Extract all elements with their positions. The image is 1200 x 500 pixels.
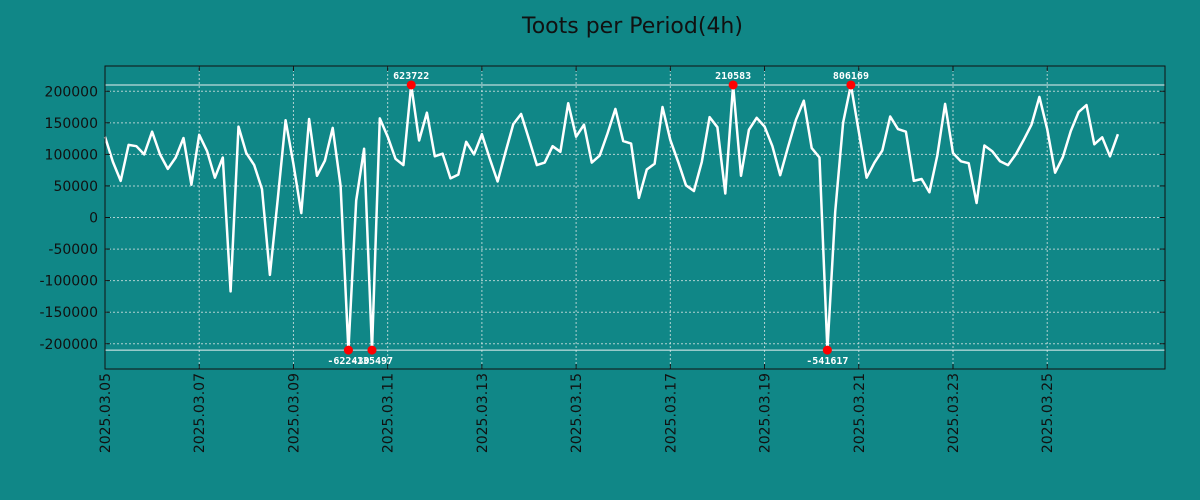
x-tick-label: 2025.03.13	[475, 373, 491, 453]
x-axis: 2025.03.05 2025.03.07 2025.03.09 2025.03.11…	[98, 66, 1056, 453]
annotation-label: -622430	[327, 356, 369, 367]
annotation-label: -135497	[351, 356, 393, 367]
chart-title: Toots per Period(4h)	[522, 14, 743, 39]
y-tick-label: 50000	[53, 179, 98, 195]
x-tick-label: 2025.03.07	[192, 373, 208, 453]
x-tick-label: 2025.03.17	[663, 373, 679, 453]
x-tick-label: 2025.03.19	[758, 373, 774, 453]
annotation-marker	[343, 345, 353, 355]
y-tick-label: 0	[89, 211, 98, 227]
y-tick-label: 200000	[45, 84, 98, 100]
x-tick-label: 2025.03.15	[569, 373, 585, 453]
y-tick-label: -50000	[48, 242, 98, 258]
x-tick-label: 2025.03.11	[381, 373, 397, 453]
y-tick-label: -200000	[40, 337, 99, 353]
grid-layer	[104, 66, 1165, 369]
annotation-label: -541617	[806, 356, 848, 367]
series-layer	[103, 83, 1120, 352]
x-tick-label: 2025.03.23	[946, 373, 962, 453]
x-tick-label: 2025.03.25	[1040, 373, 1056, 453]
annotation-label: 806169	[833, 71, 869, 82]
series-line-toots	[103, 83, 1120, 352]
annotation-marker	[822, 345, 832, 355]
annotation-markers: 623722 210583 806169 -622430-135497 -541617	[327, 71, 869, 367]
annotation-label: 210583	[715, 71, 751, 82]
x-tick-label: 2025.03.09	[286, 373, 302, 453]
y-tick-label: 100000	[45, 147, 98, 163]
y-tick-label: -100000	[40, 274, 99, 290]
annotation-marker	[406, 80, 416, 90]
annotation-label: 623722	[393, 71, 429, 82]
annotation-marker	[846, 80, 856, 90]
annotation-marker	[367, 345, 377, 355]
x-tick-label: 2025.03.05	[98, 373, 114, 453]
y-axis: 200000 150000 100000 50000 0 -50000 -100000 -15…	[40, 84, 1165, 353]
y-tick-label: -150000	[40, 305, 99, 321]
y-tick-label: 150000	[45, 116, 98, 132]
clip-lines	[105, 84, 1165, 351]
annotation-marker	[728, 80, 738, 90]
x-tick-label: 2025.03.21	[852, 373, 868, 453]
